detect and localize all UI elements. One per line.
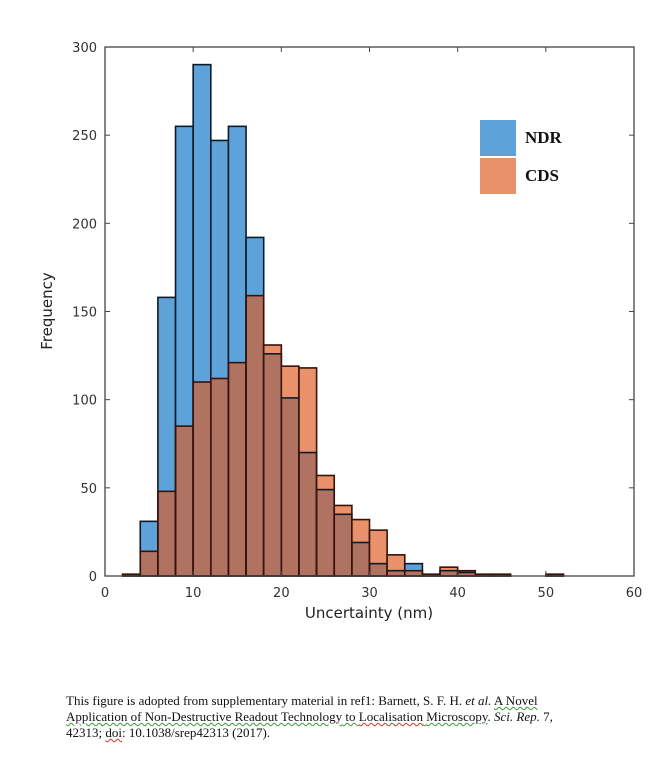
bar-ndr-6 <box>157 297 176 492</box>
bar-overlap-14 <box>228 362 247 576</box>
bar-ndr-34 <box>404 563 423 571</box>
bar-ndr-12 <box>210 140 229 379</box>
caption-period: . <box>487 709 495 724</box>
legend-swatch-ndr <box>480 120 516 156</box>
y-tick-label-200: 200 <box>72 217 97 232</box>
bar-overlap-50 <box>545 574 564 576</box>
bar-overlap-22 <box>298 452 317 576</box>
y-tick-labels: 0 50 100 150 200 250 300 <box>72 41 97 585</box>
bar-overlap-10 <box>193 382 211 576</box>
bar-cds-38 <box>440 567 458 571</box>
caption-title-to: to <box>342 709 359 724</box>
caption-etal: et al. <box>465 693 492 708</box>
figure-caption: This figure is adopted from supplementar… <box>66 693 646 741</box>
bars-layer <box>121 63 565 577</box>
y-axis-title: Frequency <box>38 272 56 350</box>
bar-cds-20 <box>281 366 299 398</box>
bar-cds-18 <box>263 345 282 354</box>
caption-line-2: Application of Non-Destructive Readout T… <box>66 709 646 725</box>
legend-swatch-cds <box>480 158 516 194</box>
bar-ndr-4 <box>140 521 158 552</box>
bar-overlap-26 <box>334 514 352 576</box>
caption-doi-label: doi <box>105 725 122 740</box>
bar-overlap-36 <box>422 574 441 576</box>
bar-cds-32 <box>387 554 405 571</box>
x-tick-labels: 0 10 20 30 40 50 60 <box>101 586 642 601</box>
bar-overlap-42 <box>475 574 493 576</box>
x-tick-label-10: 10 <box>185 586 202 601</box>
caption-title-localisation: Localisation <box>358 709 424 724</box>
ticks-layer <box>104 46 635 577</box>
bar-ndr-8 <box>175 126 194 427</box>
y-tick-label-150: 150 <box>72 306 97 321</box>
bar-overlap-34 <box>404 570 423 576</box>
y-tick-label-50: 50 <box>80 482 97 497</box>
bar-overlap-18 <box>263 353 282 576</box>
bar-overlap-44 <box>492 574 511 576</box>
caption-volume: 7, <box>539 709 553 724</box>
x-tick-label-0: 0 <box>101 586 109 601</box>
bar-overlap-28 <box>351 542 370 576</box>
bar-overlap-6 <box>157 491 176 576</box>
bar-ndr-16 <box>246 237 264 296</box>
bar-overlap-2 <box>122 574 141 576</box>
caption-line-1: This figure is adopted from supplementar… <box>66 693 646 709</box>
bar-overlap-24 <box>316 489 335 576</box>
caption-title-microscopy: Microscopy <box>426 709 488 724</box>
bar-overlap-12 <box>210 378 229 576</box>
bar-overlap-16 <box>246 295 264 576</box>
x-tick-label-30: 30 <box>361 586 378 601</box>
legend: NDR CDS <box>480 120 563 194</box>
histogram-chart: 0 10 20 30 40 50 60 0 50 100 150 200 250 300 Uncerta… <box>38 41 642 622</box>
bar-ndr-14 <box>228 126 247 363</box>
x-tick-label-50: 50 <box>538 586 555 601</box>
x-tick-label-60: 60 <box>626 586 643 601</box>
bar-overlap-38 <box>440 570 458 576</box>
x-tick-label-20: 20 <box>273 586 290 601</box>
bar-cds-28 <box>351 519 370 543</box>
y-tick-label-100: 100 <box>72 394 97 409</box>
legend-label-cds: CDS <box>525 166 559 185</box>
bar-overlap-8 <box>175 426 194 576</box>
y-tick-label-250: 250 <box>72 129 97 144</box>
bar-overlap-40 <box>457 572 476 576</box>
bar-overlap-30 <box>369 563 388 576</box>
caption-doi-value: : 10.1038/srep42313 (2017). <box>122 725 271 740</box>
caption-journal: Sci. Rep. <box>494 709 540 724</box>
legend-label-ndr: NDR <box>525 128 563 147</box>
bar-cds-22 <box>298 367 317 453</box>
bar-overlap-32 <box>387 570 405 576</box>
caption-title-start: A Novel <box>493 693 538 708</box>
caption-article-number: 42313; <box>66 725 106 740</box>
bar-cds-40 <box>457 570 476 573</box>
bar-cds-26 <box>334 505 352 515</box>
bar-overlap-4 <box>140 551 158 576</box>
bar-cds-24 <box>316 475 335 490</box>
bar-ndr-10 <box>193 64 211 383</box>
y-tick-label-300: 300 <box>72 41 97 56</box>
y-tick-label-0: 0 <box>89 570 97 585</box>
caption-title-mid: Application of Non-Destructive Readout T… <box>66 709 343 724</box>
x-tick-label-40: 40 <box>449 586 466 601</box>
caption-line-3: 42313; doi: 10.1038/srep42313 (2017). <box>66 725 646 741</box>
bar-cds-30 <box>369 530 388 564</box>
caption-text: This figure is adopted from supplementar… <box>66 693 466 708</box>
x-axis-title: Uncertainty (nm) <box>305 604 433 622</box>
bar-overlap-20 <box>281 397 299 576</box>
